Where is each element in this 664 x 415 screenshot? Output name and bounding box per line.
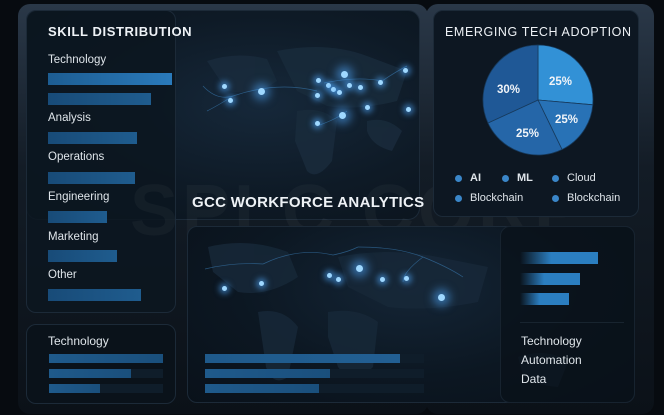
map-node xyxy=(336,277,341,282)
focus-bar-3 xyxy=(520,293,569,305)
skill-label-engineering: Engineering xyxy=(48,191,110,203)
map-node xyxy=(315,121,320,126)
legend-ai: AI xyxy=(455,172,481,184)
map-bar-3 xyxy=(205,384,424,393)
skill-label-analysis: Analysis xyxy=(48,112,91,124)
map-node xyxy=(404,276,409,281)
focus-label-data: Data xyxy=(521,372,547,386)
skill-bar-technology-2 xyxy=(48,93,151,105)
map-bar-1 xyxy=(205,354,424,363)
legend-blockchain-1: Blockchain xyxy=(455,192,523,204)
pie-label-1: 25% xyxy=(549,76,573,88)
skill-bar-technology-1 xyxy=(48,73,172,85)
legend-ml: ML xyxy=(502,172,533,184)
pie-chart xyxy=(482,44,594,156)
legend-dot-icon xyxy=(552,194,559,202)
skill-distribution-panel xyxy=(26,10,176,313)
skill-bar-analysis xyxy=(48,132,137,144)
legend-cloud: Cloud xyxy=(552,172,596,184)
map-node xyxy=(339,112,346,119)
map-node xyxy=(378,80,383,85)
skill-bar-operations xyxy=(48,172,135,184)
pie-label-4: 30% xyxy=(497,84,521,96)
map-node xyxy=(326,83,331,88)
legend-dot-icon xyxy=(552,174,559,182)
page-title: GCC WORKFORCE ANALYTICS xyxy=(192,194,425,211)
map-node xyxy=(316,78,321,83)
map-node xyxy=(438,294,445,301)
emerging-tech-title: EMERGING TECH ADOPTION xyxy=(445,25,632,39)
technology-track-2 xyxy=(49,369,163,378)
focus-bar-2 xyxy=(520,273,580,285)
skill-bar-other xyxy=(48,289,141,301)
legend-dot-icon xyxy=(502,174,509,182)
map-node xyxy=(337,90,342,95)
map-node xyxy=(228,98,233,103)
map-node xyxy=(222,286,227,291)
skill-bar-engineering xyxy=(48,211,107,223)
skill-distribution-title: SKILL DISTRIBUTION xyxy=(48,24,193,39)
skill-label-technology: Technology xyxy=(48,54,107,66)
map-node xyxy=(258,88,265,95)
map-bar-2 xyxy=(205,369,424,378)
map-node xyxy=(358,85,363,90)
legend-blockchain-2: Blockchain xyxy=(552,192,620,204)
map-node xyxy=(347,83,352,88)
technology-track-3 xyxy=(49,384,163,393)
divider xyxy=(520,322,624,323)
focus-bar-1 xyxy=(520,252,598,264)
map-node xyxy=(341,71,348,78)
map-node xyxy=(315,93,320,98)
technology-track-1 xyxy=(49,354,163,363)
technology-panel-title: Technology xyxy=(48,334,109,348)
skill-bar-marketing xyxy=(48,250,117,262)
map-node xyxy=(365,105,370,110)
map-node xyxy=(331,87,336,92)
skill-label-other: Other xyxy=(48,269,77,281)
map-node xyxy=(259,281,264,286)
map-node xyxy=(380,277,385,282)
skill-label-operations: Operations xyxy=(48,151,105,163)
pie-label-3: 25% xyxy=(516,128,540,140)
map-node xyxy=(327,273,332,278)
legend-dot-icon xyxy=(455,174,462,182)
map-node xyxy=(222,84,227,89)
focus-label-technology: Technology xyxy=(521,334,582,348)
legend-dot-icon xyxy=(455,194,462,202)
skill-label-marketing: Marketing xyxy=(48,231,99,243)
pie-label-2: 25% xyxy=(555,114,579,126)
focus-label-automation: Automation xyxy=(521,353,582,367)
map-node xyxy=(356,265,363,272)
map-node xyxy=(406,107,411,112)
map-node xyxy=(403,68,408,73)
